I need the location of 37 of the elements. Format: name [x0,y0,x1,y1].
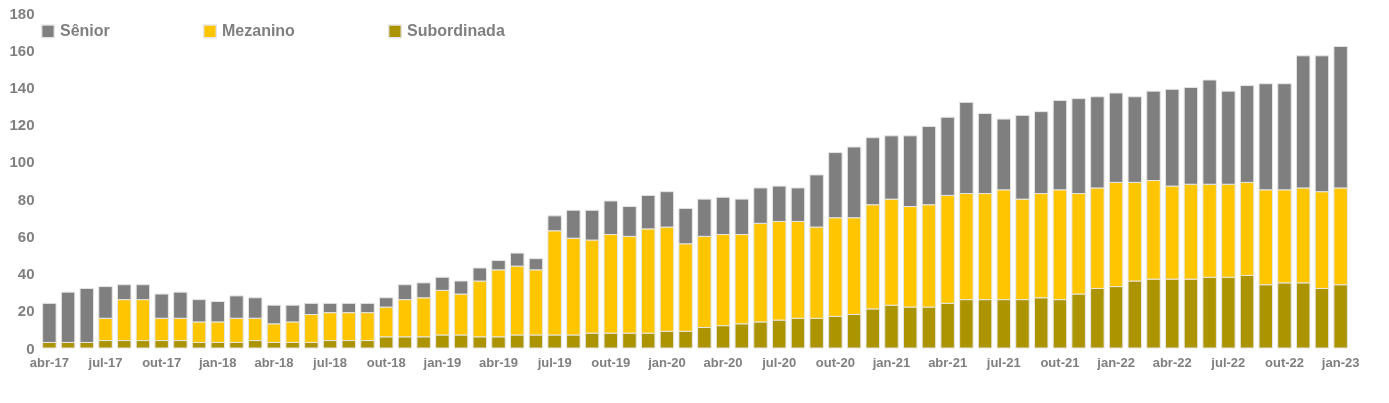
legend-label: Sênior [60,22,110,40]
x-tick-label: abr-22 [1152,354,1192,370]
y-tick-label: 20 [17,302,35,320]
x-tick-label: abr-18 [254,354,294,370]
x-tick-label: out-22 [1265,354,1304,370]
y-tick-label: 180 [9,4,35,22]
x-tick-label: jan-19 [422,354,462,370]
x-tick-label: jul-19 [536,354,572,370]
x-tick-label: out-19 [591,354,631,370]
y-tick-label: 120 [9,116,35,134]
x-tick-label: jan-22 [1096,354,1135,370]
legend-label: Mezanino [222,22,296,40]
x-tick-label: out-21 [1040,354,1080,370]
y-tick-label: 100 [9,153,35,171]
x-tick-label: out-18 [366,354,406,370]
x-tick-label: jul-22 [1210,354,1246,370]
x-tick-label: out-17 [142,354,182,370]
y-tick-label: 40 [17,265,35,283]
y-tick-label: 160 [9,41,35,59]
y-tick-label: 140 [9,78,35,96]
x-tick-label: jul-20 [761,354,797,370]
x-tick-label: jul-17 [87,354,123,370]
x-tick-label: abr-20 [703,354,743,370]
y-tick-label: 60 [17,227,35,245]
x-tick-label: abr-21 [928,354,968,370]
x-tick-label: out-20 [815,354,855,370]
x-tick-label: jan-21 [871,354,911,370]
x-tick-label: jan-20 [647,354,686,370]
x-tick-label: jan-23 [1320,354,1360,370]
y-tick-label: 80 [17,190,35,208]
x-tick-label: abr-19 [478,354,519,370]
x-tick-label: jan-18 [198,354,237,370]
legend-label: Subordinada [407,22,505,40]
y-tick-label: 0 [26,339,35,357]
x-tick-label: jul-21 [985,354,1021,370]
x-tick-label: jul-18 [312,354,348,370]
x-tick-label: abr-17 [29,354,69,370]
